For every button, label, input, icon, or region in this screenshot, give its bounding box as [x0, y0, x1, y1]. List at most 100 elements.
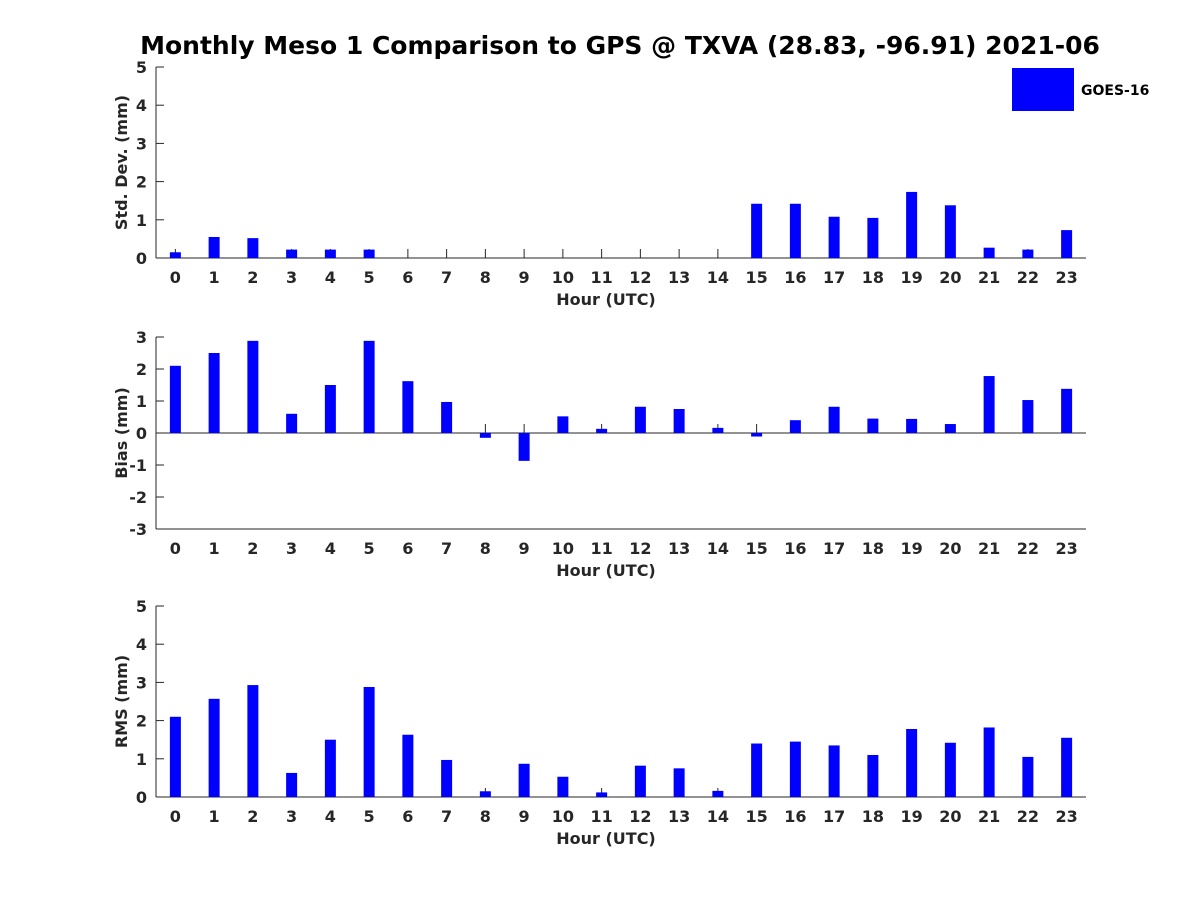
rms-y-tick-label: 4: [136, 635, 147, 654]
std-dev-bar: [751, 203, 763, 258]
bias-x-tick-label: 19: [900, 539, 922, 558]
bias-x-tick-label: 1: [209, 539, 220, 558]
std-dev-x-tick-label: 6: [402, 268, 413, 287]
std-dev-y-tick-label: 2: [136, 173, 147, 192]
rms-bar: [324, 739, 336, 797]
rms-x-tick-label: 17: [823, 807, 845, 826]
bias-x-tick-label: 7: [441, 539, 452, 558]
rms-y-axis-label: RMS (mm): [112, 655, 131, 748]
bias-bar: [1022, 400, 1034, 433]
rms-y-tick-label: 0: [136, 788, 147, 807]
rms-bar: [1022, 756, 1034, 797]
rms-bar: [557, 776, 569, 797]
rms-x-tick-label: 0: [170, 807, 181, 826]
std-dev-bar: [867, 217, 879, 258]
rms-x-tick-label: 20: [939, 807, 961, 826]
std-dev-x-tick-label: 13: [668, 268, 690, 287]
std-dev-x-tick-label: 2: [247, 268, 258, 287]
bias-bar: [479, 433, 491, 438]
rms-x-tick-label: 4: [325, 807, 336, 826]
std-dev-x-tick-label: 16: [784, 268, 806, 287]
bias-x-tick-label: 18: [862, 539, 884, 558]
std-dev-x-tick-label: 0: [170, 268, 181, 287]
rms-bar: [712, 790, 724, 797]
std-dev-bar: [324, 249, 336, 258]
rms-bar: [673, 768, 685, 797]
bias-x-tick-label: 3: [286, 539, 297, 558]
rms-bar: [402, 734, 414, 797]
bias-y-tick-label: 3: [136, 328, 147, 347]
rms-y-tick-label: 3: [136, 673, 147, 692]
std-dev-x-tick-label: 7: [441, 268, 452, 287]
rms-x-tick-label: 10: [552, 807, 574, 826]
bias-bar: [673, 409, 685, 433]
std-dev-x-tick-label: 21: [978, 268, 1000, 287]
std-dev-x-tick-label: 8: [480, 268, 491, 287]
rms-x-tick-label: 9: [519, 807, 530, 826]
rms-x-tick-label: 15: [745, 807, 767, 826]
chart-title: Monthly Meso 1 Comparison to GPS @ TXVA …: [140, 31, 1100, 60]
bias-x-axis-label: Hour (UTC): [556, 561, 656, 580]
bias-x-tick-label: 2: [247, 539, 258, 558]
bias-bar: [169, 365, 181, 433]
std-dev-bar: [1022, 249, 1034, 258]
std-dev-x-axis-label: Hour (UTC): [556, 290, 656, 309]
rms-bar: [441, 759, 453, 797]
bias-bar: [286, 413, 298, 433]
std-dev-x-tick-label: 15: [745, 268, 767, 287]
rms-bar: [867, 754, 879, 797]
rms-x-tick-label: 3: [286, 807, 297, 826]
bias-bar: [518, 433, 530, 461]
rms-bar: [634, 765, 646, 797]
bias-bar: [751, 433, 763, 437]
bias-bar: [441, 401, 453, 433]
rms-x-tick-label: 12: [629, 807, 651, 826]
rms-x-tick-label: 2: [247, 807, 258, 826]
std-dev-x-tick-label: 20: [939, 268, 961, 287]
bias-x-tick-label: 13: [668, 539, 690, 558]
bias-x-tick-label: 20: [939, 539, 961, 558]
bias-y-tick-label: 0: [136, 424, 147, 443]
rms-bar: [208, 698, 220, 797]
rms-x-tick-label: 22: [1017, 807, 1039, 826]
std-dev-x-tick-label: 23: [1055, 268, 1077, 287]
bias-y-tick-label: -3: [129, 520, 147, 539]
std-dev-bar: [363, 249, 375, 258]
std-dev-y-axis-label: Std. Dev. (mm): [112, 95, 131, 230]
rms-bar: [247, 685, 259, 797]
rms-x-tick-label: 13: [668, 807, 690, 826]
rms-x-tick-label: 23: [1055, 807, 1077, 826]
bias-x-tick-label: 11: [590, 539, 612, 558]
rms-x-tick-label: 5: [364, 807, 375, 826]
std-dev-x-tick-label: 22: [1017, 268, 1039, 287]
std-dev-bar: [789, 203, 801, 258]
std-dev-y-tick-label: 1: [136, 211, 147, 230]
bias-bar: [363, 340, 375, 433]
rms-bar: [1061, 737, 1073, 797]
std-dev-x-tick-label: 11: [590, 268, 612, 287]
rms-bar: [983, 727, 995, 797]
bias-bar: [944, 424, 956, 433]
bias-bar: [983, 376, 995, 433]
rms-x-tick-label: 19: [900, 807, 922, 826]
bias-y-tick-label: -2: [129, 488, 147, 507]
bias-y-tick-label: 2: [136, 360, 147, 379]
rms-x-axis-label: Hour (UTC): [556, 829, 656, 848]
rms-y-tick-label: 2: [136, 712, 147, 731]
std-dev-y-tick-label: 0: [136, 249, 147, 268]
rms-x-tick-label: 8: [480, 807, 491, 826]
bias-x-tick-label: 23: [1055, 539, 1077, 558]
std-dev-x-tick-label: 12: [629, 268, 651, 287]
std-dev-bar: [169, 252, 181, 258]
bias-x-tick-label: 10: [552, 539, 574, 558]
bias-x-tick-label: 17: [823, 539, 845, 558]
rms-x-tick-label: 16: [784, 807, 806, 826]
bias-bar: [906, 418, 918, 433]
std-dev-x-tick-label: 3: [286, 268, 297, 287]
bias-x-tick-label: 16: [784, 539, 806, 558]
std-dev-y-tick-label: 5: [136, 58, 147, 77]
std-dev-x-tick-label: 4: [325, 268, 336, 287]
bias-x-tick-label: 12: [629, 539, 651, 558]
